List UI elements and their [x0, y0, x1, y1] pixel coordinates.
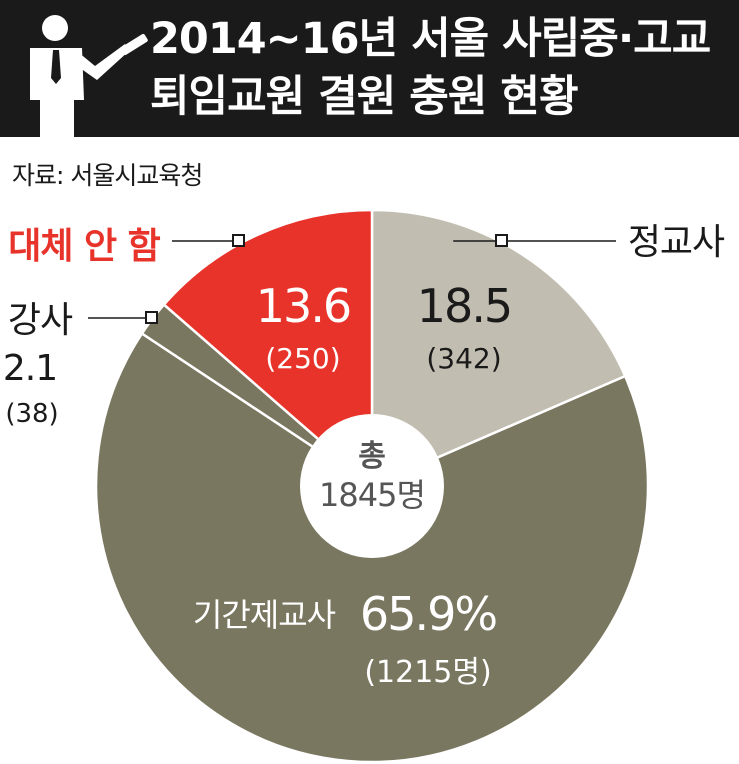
pie-slice-0: [370, 208, 627, 488]
header-banner: 2014~16년 서울 사립중·고교 퇴임교원 결원 충원 현황: [0, 0, 739, 137]
title-line-1: 2014~16년 서울 사립중·고교: [150, 14, 711, 64]
data-label-name-1: 기간제교사: [193, 596, 336, 634]
center-label-line2: 1845명: [319, 476, 425, 514]
leader-marker-2: [145, 311, 158, 324]
slice-label-2: 강사: [8, 300, 73, 341]
center-label-line1: 총: [358, 439, 386, 474]
data-label-value-1: 65.9%: [360, 587, 496, 641]
leader-marker-0: [495, 234, 508, 247]
data-label-value-0: 18.5: [417, 279, 511, 333]
data-label-count-3: (250): [265, 342, 340, 375]
chart-title: 2014~16년 서울 사립중·고교 퇴임교원 결원 충원 현황: [150, 10, 711, 126]
data-label-count-0: (342): [426, 342, 501, 375]
pie-slice-3: [162, 208, 374, 489]
slice-label-0: 정교사: [628, 222, 725, 263]
data-label-count-1: (1215명): [364, 655, 491, 690]
data-label-count-2: (38): [5, 399, 58, 429]
data-label-value-3: 13.6: [256, 279, 350, 333]
title-line-2: 퇴임교원 결원 충원 현황: [150, 72, 579, 122]
leader-marker-3: [232, 234, 245, 247]
center-circle: [300, 414, 444, 558]
data-label-value-2: 2.1: [3, 348, 57, 389]
slice-label-3: 대체 안 함: [8, 226, 160, 267]
presenter-icon: [30, 15, 148, 137]
source-note: 자료: 서울시교육청: [12, 161, 203, 190]
